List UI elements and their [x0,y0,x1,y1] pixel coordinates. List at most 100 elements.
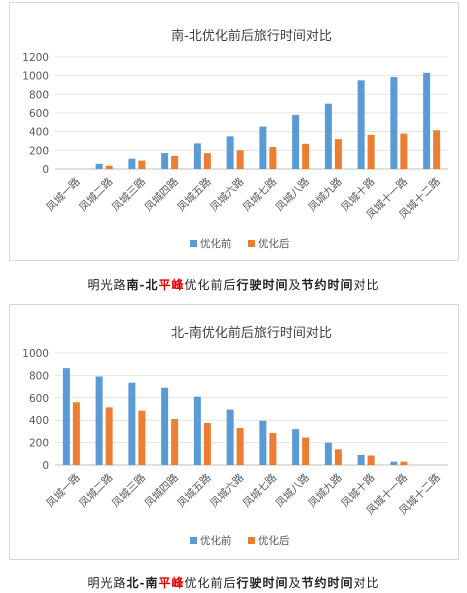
bar-before [259,420,267,465]
bar-before [324,103,332,169]
x-category-label: 凤城五路 [175,175,214,214]
bar-before [62,368,70,465]
x-category-label: 凤城二路 [76,471,115,510]
bar-before [226,136,234,169]
caption-part: 平峰 [158,576,185,590]
legend-swatch [248,537,255,544]
bar-before [161,387,169,465]
caption-part: 北-南 [126,576,159,590]
bar-before [292,114,300,169]
bar-after [269,147,277,169]
bar-chart-south-north: 南-北优化前后旅行时间对比020040060080010001200凤城一路凤城… [22,28,448,250]
legend-swatch [190,240,197,247]
legend-label: 优化后 [258,534,290,547]
bar-before [357,80,365,169]
bar-chart-north-south: 北-南优化前后旅行时间对比02004006008001000凤城一路凤城二路凤城… [22,325,448,547]
bar-after [138,160,146,169]
bar-after [334,449,342,465]
figure-caption-north-south: 明光路北-南平峰优化前后行驶时间及节约时间对比 [0,574,467,591]
bar-before [390,77,398,169]
bar-before [292,429,300,465]
caption-part: 明光路 [87,576,127,590]
x-category-label: 凤城一路 [44,175,83,214]
bar-before [193,143,201,169]
caption-part: 优化前后 [184,576,237,590]
bar-after [72,402,80,465]
chart-title: 南-北优化前后旅行时间对比 [171,28,332,44]
chart-panel-north-south: 北-南优化前后旅行时间对比 0 200 400 600 800 1000 凤城一路 凤城二路 凤城… [9,304,459,560]
bar-after [302,143,310,169]
bar-after [138,410,146,465]
caption-part: 平峰 [158,278,185,292]
caption-part: 对比 [353,576,380,590]
bar-before [128,382,136,465]
x-category-label: 凤城五路 [175,471,214,510]
bar-after [269,433,277,465]
chart-panel-south-north: 南-北优化前后旅行时间对比 0 200 400 600 800 1000 1200 凤城一路 凤城… [9,2,459,261]
y-tick-label: 0 [42,460,49,472]
y-tick-label: 1200 [22,52,49,64]
x-category-label: 凤城六路 [207,175,246,214]
x-category-label: 凤城四路 [142,471,181,510]
bar-after [203,423,211,465]
bar-after [203,153,211,169]
y-tick-label: 800 [29,370,49,382]
x-category-label: 凤城四路 [142,175,181,214]
x-category-label: 凤城一路 [44,471,83,510]
bar-before [95,163,103,169]
bar-before [390,461,398,465]
bar-after [105,165,113,169]
bar-after [236,428,244,465]
bar-after [302,437,310,465]
x-category-label: 凤城三路 [109,471,148,510]
bar-before [259,126,267,169]
y-tick-label: 200 [29,438,49,450]
legend-label: 优化前 [200,237,232,250]
x-category-label: 凤城八路 [273,175,312,214]
caption-part: 及 [288,278,302,292]
bar-after [334,139,342,169]
bar-before [226,409,234,465]
caption-part: 明光路 [87,278,127,292]
bar-after [171,155,179,169]
y-tick-label: 1000 [22,71,49,83]
figure-caption-south-north: 明光路南-北平峰优化前后行驶时间及节约时间对比 [0,276,467,293]
legend-label: 优化后 [258,237,290,250]
bar-before [423,72,431,169]
y-tick-label: 400 [29,127,49,139]
legend-swatch [248,240,255,247]
bar-before [357,454,365,465]
x-category-label: 凤城六路 [207,471,246,510]
y-tick-label: 600 [29,108,49,120]
bar-after [400,461,408,465]
legend-swatch [190,537,197,544]
bar-after [171,419,179,465]
x-category-label: 凤城二路 [76,175,115,214]
bar-before [95,376,103,465]
y-tick-label: 600 [29,393,49,405]
y-tick-label: 200 [29,145,49,157]
bar-after [105,407,113,465]
bar-after [367,455,375,465]
bar-after [236,150,244,169]
caption-part: 优化前后 [184,278,237,292]
bar-after [367,134,375,169]
y-tick-label: 400 [29,415,49,427]
y-tick-label: 0 [42,164,49,176]
x-category-label: 凤城七路 [240,471,279,510]
chart-title: 北-南优化前后旅行时间对比 [171,325,332,341]
x-category-label: 凤城七路 [240,175,279,214]
caption-part: 行驶时间 [236,278,289,292]
y-tick-label: 1000 [22,348,49,360]
x-category-label: 凤城三路 [109,175,148,214]
caption-part: 节约时间 [301,576,354,590]
caption-part: 节约时间 [301,278,354,292]
bar-before [128,158,136,169]
bar-after [433,130,441,169]
bar-before [193,396,201,465]
caption-part: 及 [288,576,302,590]
x-category-label: 凤城九路 [306,175,345,214]
bar-after [400,133,408,169]
caption-part: 行驶时间 [236,576,289,590]
caption-part: 对比 [353,278,380,292]
